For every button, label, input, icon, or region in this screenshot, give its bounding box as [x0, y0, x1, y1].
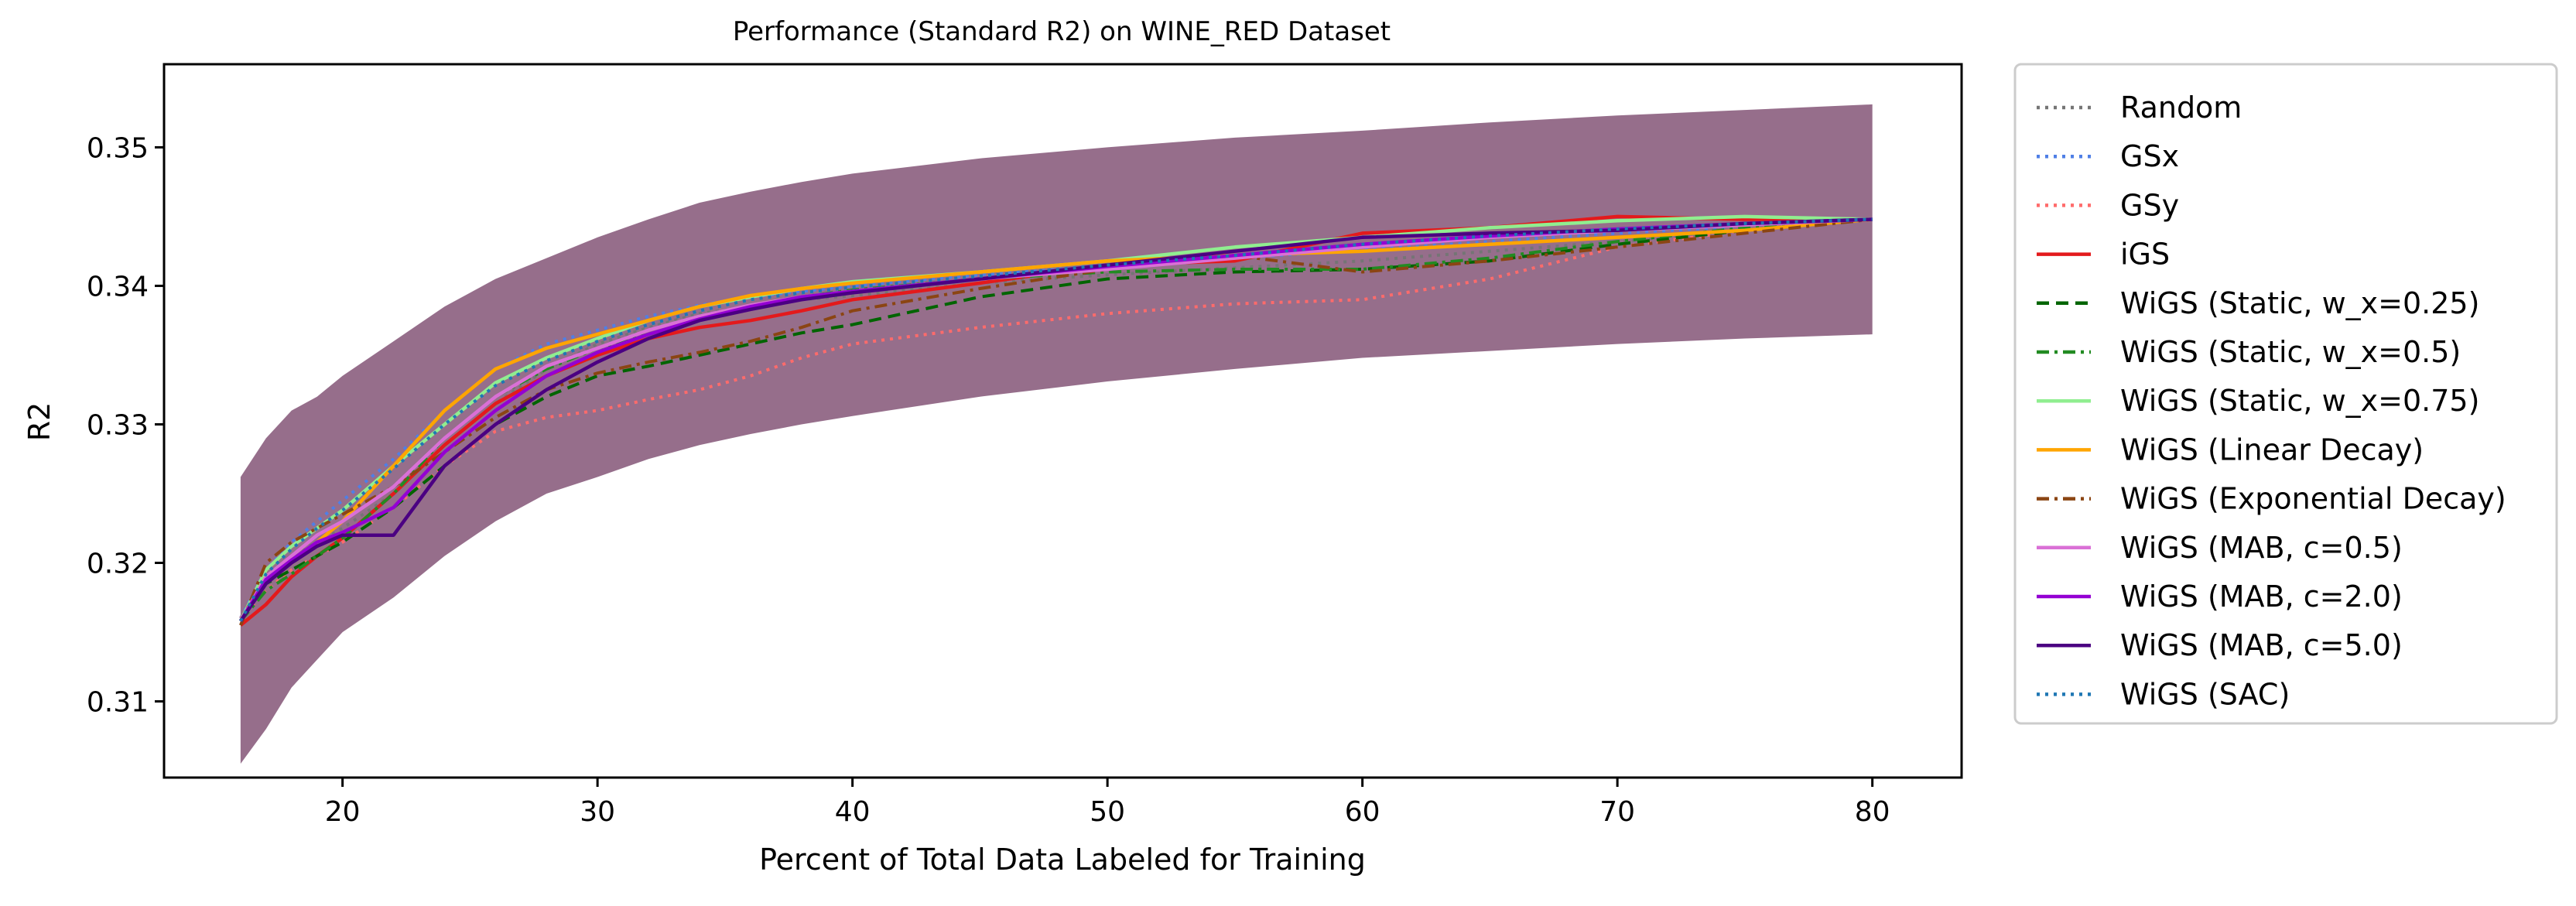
- legend-label: WiGS (Static, w_x=0.25): [2120, 286, 2479, 320]
- series-line-11: [239, 217, 1873, 622]
- y-tick-label: 0.31: [87, 687, 149, 719]
- series-line-12: [239, 217, 1873, 622]
- legend-label: WiGS (Linear Decay): [2120, 432, 2424, 467]
- legend-label: WiGS (Exponential Decay): [2120, 482, 2506, 516]
- series-line-0: [239, 217, 1873, 620]
- x-tick-label: 70: [1599, 796, 1635, 828]
- legend-label: iGS: [2120, 238, 2170, 272]
- series-layer: [238, 214, 1873, 627]
- x-tick-label: 60: [1345, 796, 1380, 828]
- x-axis: 20 30 40 50 60 70 80: [325, 778, 1890, 828]
- series-line-8: [239, 217, 1873, 626]
- y-tick-label: 0.32: [87, 549, 149, 580]
- legend-label: GSx: [2120, 139, 2179, 173]
- confidence-band: [240, 104, 1873, 764]
- legend-label: WiGS (SAC): [2120, 677, 2290, 711]
- chart-title: Performance (Standard R2) on WINE_RED Da…: [733, 16, 1391, 47]
- legend: Random GSx GSy iGS WiGS (Static, w_x=0.25) Wi…: [2013, 63, 2558, 725]
- x-axis-label: Percent of Total Data Labeled for Traini…: [759, 843, 1366, 877]
- legend-frame: [2013, 63, 2558, 725]
- legend-label: Random: [2120, 91, 2242, 125]
- legend-items: Random GSx GSy iGS WiGS (Static, w_x=0.25) Wi…: [2037, 91, 2506, 711]
- legend-label: WiGS (MAB, c=0.5): [2120, 531, 2403, 565]
- x-tick-label: 20: [325, 796, 361, 828]
- legend-label: WiGS (Static, w_x=0.5): [2120, 335, 2461, 369]
- y-tick-label: 0.34: [87, 271, 149, 303]
- plot-frame: [162, 63, 1963, 779]
- series-line-7: [238, 217, 1873, 622]
- series-line-1: [239, 217, 1873, 620]
- legend-label: WiGS (MAB, c=5.0): [2120, 628, 2403, 662]
- series-line-3: [239, 214, 1873, 627]
- x-tick-label: 30: [580, 796, 615, 828]
- y-axis: 0.31 0.32 0.33 0.34 0.35: [87, 132, 164, 719]
- x-tick-label: 50: [1090, 796, 1125, 828]
- confidence-band-layer: [240, 104, 1873, 764]
- legend-label: WiGS (Static, w_x=0.75): [2120, 384, 2479, 418]
- legend-label: GSy: [2120, 188, 2179, 222]
- y-tick-label: 0.35: [87, 132, 149, 164]
- series-line-4: [239, 217, 1873, 622]
- x-tick-label: 40: [835, 796, 871, 828]
- series-line-9: [238, 217, 1873, 622]
- y-tick-label: 0.33: [87, 409, 149, 441]
- x-tick-label: 80: [1855, 796, 1890, 828]
- y-axis-label: R2: [22, 402, 56, 442]
- legend-label: WiGS (MAB, c=2.0): [2120, 579, 2403, 614]
